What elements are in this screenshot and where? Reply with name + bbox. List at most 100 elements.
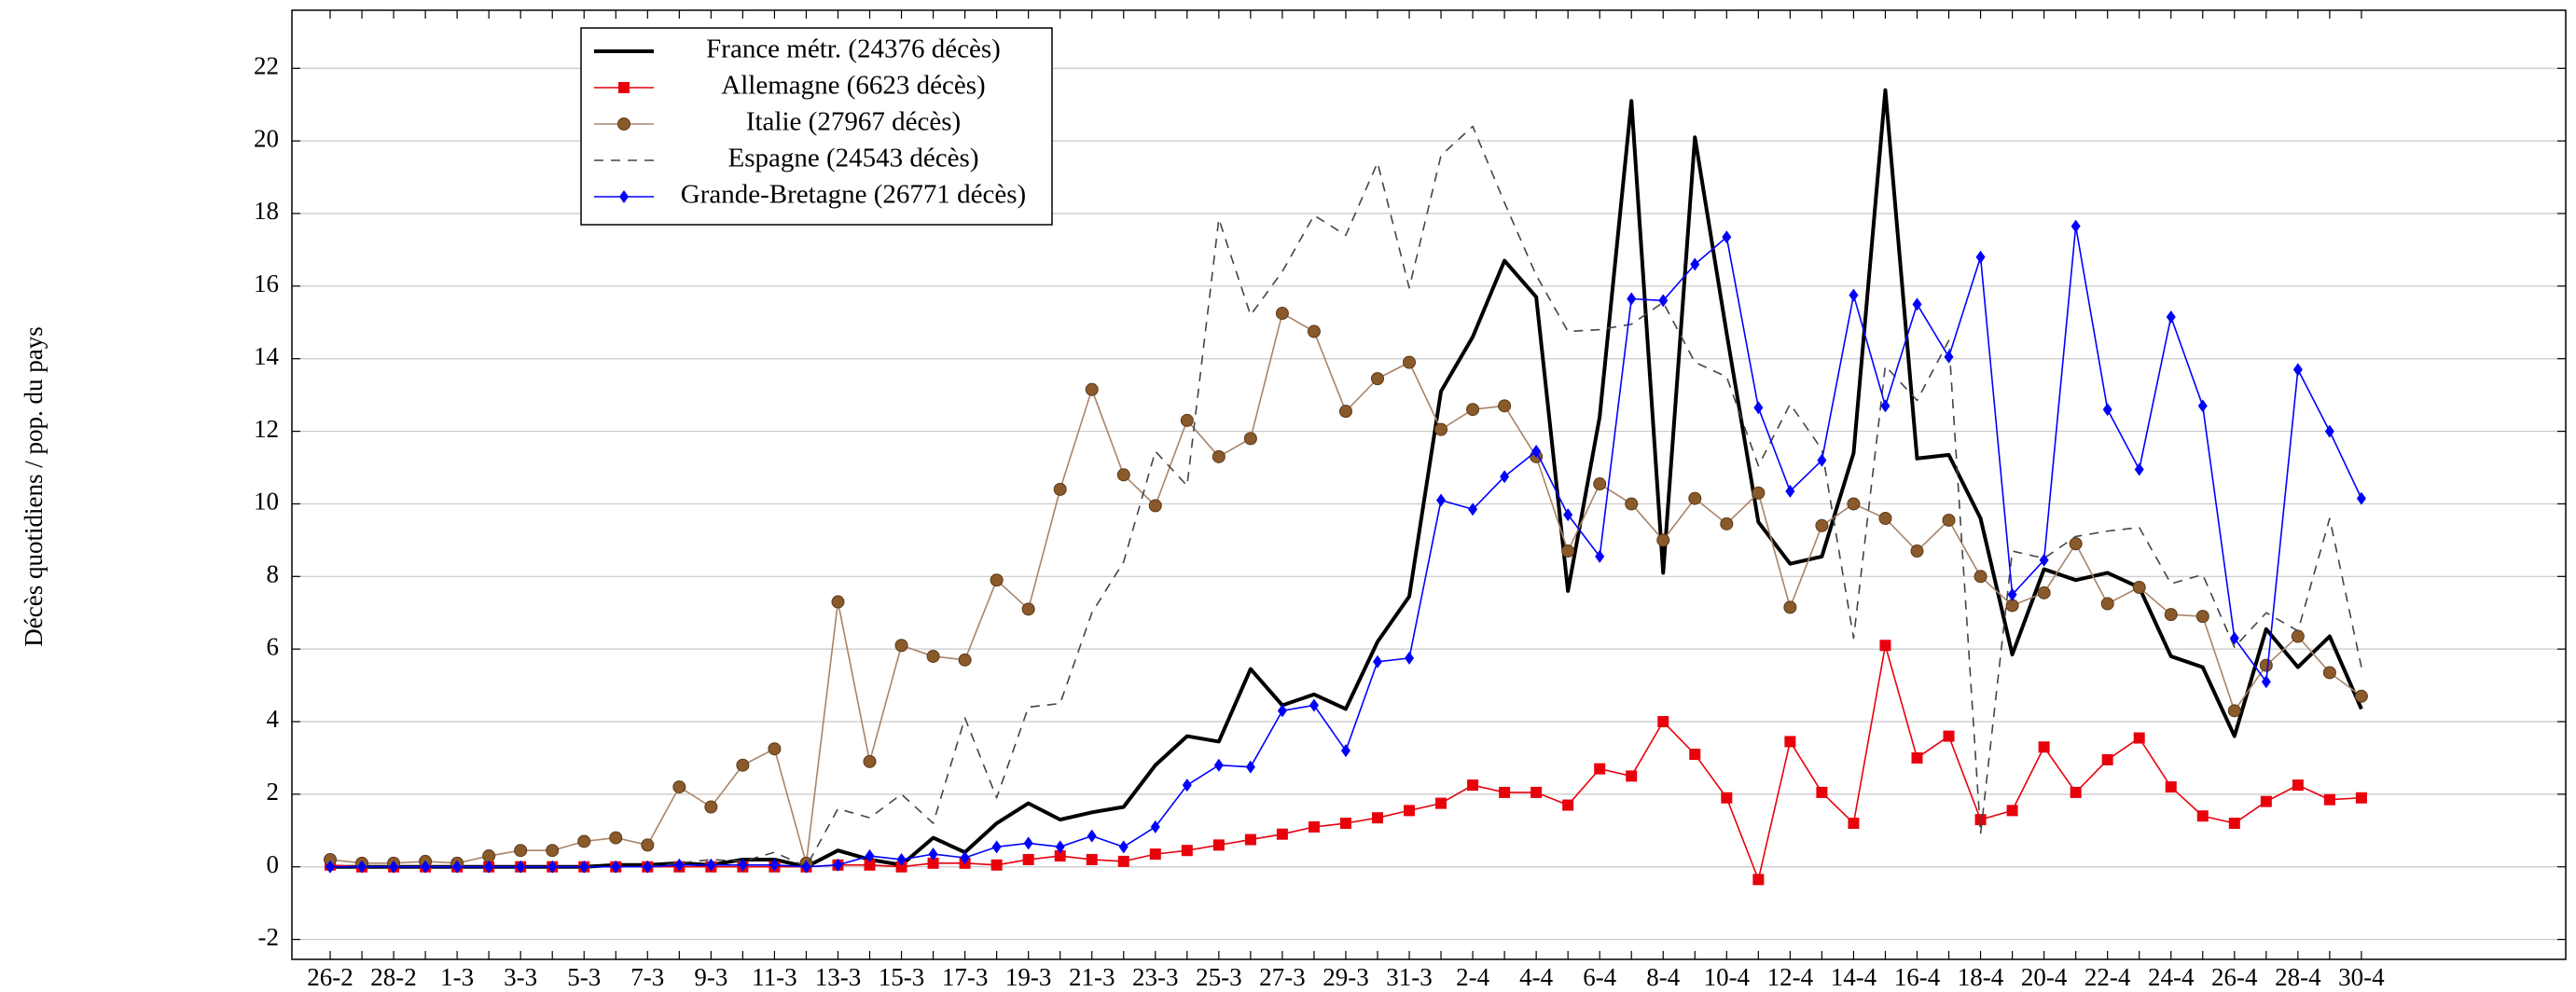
- marker: [1404, 805, 1416, 817]
- x-tick-label: 8-4: [1646, 963, 1680, 991]
- marker: [1180, 413, 1194, 427]
- marker: [2228, 818, 2240, 830]
- legend-box: [580, 27, 1053, 226]
- marker: [895, 861, 907, 873]
- x-tick-label: 16-4: [1894, 963, 1941, 991]
- marker: [516, 860, 526, 874]
- x-tick-label: 5-3: [567, 963, 601, 991]
- marker: [672, 780, 686, 794]
- marker: [2133, 732, 2145, 744]
- marker: [833, 858, 843, 872]
- marker: [2292, 779, 2304, 792]
- marker: [1087, 829, 1097, 843]
- marker: [706, 858, 716, 872]
- marker: [2069, 537, 2083, 551]
- marker: [1753, 401, 1764, 415]
- marker: [1912, 297, 1922, 311]
- series-line: [330, 125, 2362, 868]
- marker: [2261, 675, 2271, 689]
- x-tick-label: 28-4: [2275, 963, 2321, 991]
- marker: [1720, 517, 1734, 530]
- marker: [1054, 850, 1066, 862]
- marker: [1689, 749, 1701, 761]
- marker: [674, 858, 685, 872]
- marker: [1944, 350, 1954, 364]
- marker: [1849, 288, 1859, 302]
- marker: [1276, 828, 1288, 840]
- marker: [1847, 497, 1861, 511]
- marker: [514, 844, 528, 858]
- x-tick-label: 20-4: [2021, 963, 2068, 991]
- marker: [1467, 779, 1479, 792]
- y-tick-label: 8: [267, 559, 280, 587]
- series-line: [329, 644, 2361, 881]
- marker: [1085, 382, 1099, 396]
- marker: [1878, 512, 1892, 526]
- marker: [1275, 307, 1289, 321]
- marker: [896, 852, 907, 866]
- marker: [1022, 853, 1034, 865]
- marker: [1434, 422, 1448, 436]
- marker: [1148, 499, 1162, 513]
- marker: [1086, 853, 1098, 865]
- marker: [865, 849, 875, 863]
- marker: [831, 595, 845, 609]
- marker: [2292, 363, 2303, 377]
- marker: [1656, 533, 1670, 547]
- marker: [2006, 805, 2018, 817]
- marker: [1974, 814, 1987, 826]
- plot-area: [324, 88, 2368, 886]
- marker: [1499, 786, 1511, 798]
- axes: -2 0 2 4 6 8 10 12 14 16 18 20 22 26-2 28-2 1-3 3-3 5-3 7-…: [254, 10, 2566, 991]
- x-tick-label: 28-2: [370, 963, 417, 991]
- x-tick-label: 12-4: [1767, 963, 1814, 991]
- series-line: [330, 225, 2362, 868]
- marker: [2324, 424, 2334, 438]
- marker: [482, 849, 496, 863]
- x-tick-label: 4-4: [1519, 963, 1553, 991]
- marker: [1212, 839, 1225, 851]
- marker: [1213, 758, 1224, 772]
- marker: [1722, 230, 1732, 244]
- x-tick-label: 31-3: [1386, 963, 1433, 991]
- marker: [1658, 294, 1669, 308]
- x-tick-label: 9-3: [694, 963, 727, 991]
- marker: [863, 754, 877, 768]
- marker: [1783, 600, 1797, 614]
- x-tick-label: 19-3: [1005, 963, 1052, 991]
- marker: [704, 800, 718, 814]
- x-tick-label: 2-4: [1456, 963, 1489, 991]
- marker: [2166, 310, 2176, 324]
- x-tick-label: 10-4: [1704, 963, 1751, 991]
- marker: [1942, 513, 1956, 527]
- x-tick-label: 1-3: [440, 963, 474, 991]
- legend-label: Grande-Bretagne (26771 décès): [681, 180, 1026, 210]
- series-line: [329, 312, 2362, 864]
- x-tick-label: 22-4: [2084, 963, 2131, 991]
- y-tick-label: 16: [254, 269, 279, 297]
- x-tick-label: 21-3: [1069, 963, 1115, 991]
- marker: [1371, 812, 1383, 824]
- marker: [357, 860, 367, 874]
- y-tick-label: -2: [258, 923, 280, 951]
- x-tick-label: 6-4: [1583, 963, 1616, 991]
- marker: [1785, 484, 1795, 498]
- marker: [1594, 763, 1606, 775]
- marker: [1055, 840, 1065, 854]
- y-tick-label: 0: [267, 850, 280, 878]
- marker: [1405, 651, 1415, 665]
- y-tick-label: 18: [254, 197, 279, 225]
- y-axis-title: Décès quotidiens / pop. du pays: [20, 326, 48, 646]
- x-tick-label: 26-2: [307, 963, 353, 991]
- marker: [1243, 432, 1257, 446]
- marker: [1561, 544, 1575, 558]
- marker: [2100, 597, 2114, 611]
- marker: [1244, 834, 1256, 846]
- marker: [1688, 491, 1702, 505]
- marker: [2038, 741, 2050, 753]
- marker: [768, 742, 782, 756]
- marker: [1626, 770, 1638, 782]
- marker: [325, 860, 335, 874]
- marker: [1593, 477, 1607, 491]
- marker: [2229, 631, 2239, 645]
